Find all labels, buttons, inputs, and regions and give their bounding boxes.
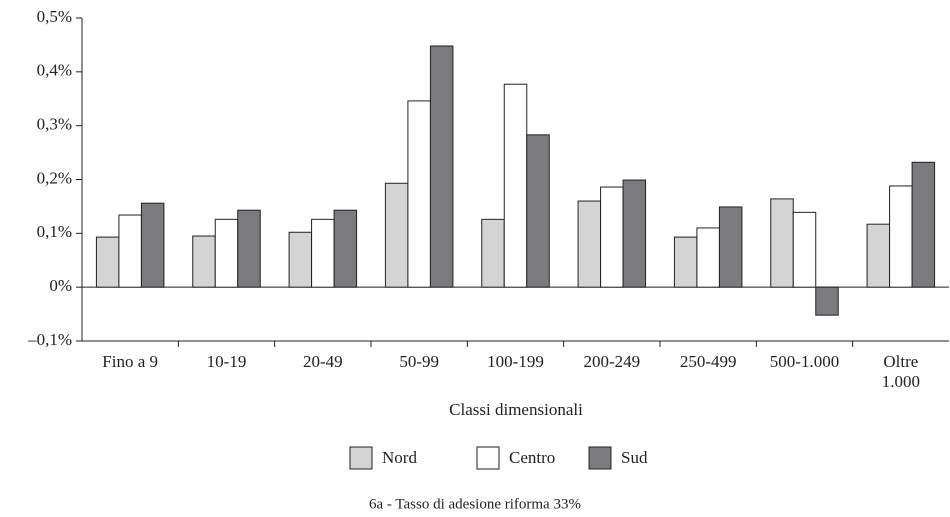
y-tick-label: 0,5%: [37, 7, 72, 26]
legend-label: Nord: [382, 448, 417, 467]
bar: [237, 209, 261, 288]
bar: [118, 214, 142, 288]
bar: [311, 218, 335, 288]
bar: [718, 206, 743, 288]
bar: [600, 186, 624, 288]
legend-swatch: [349, 446, 373, 470]
legend-swatch: [476, 446, 500, 470]
bar: [770, 198, 794, 288]
x-tick-label: 500-1.000: [770, 352, 839, 371]
x-axis-title: Classi dimensionali: [449, 400, 583, 419]
bar: [429, 45, 454, 288]
bar: [407, 100, 431, 288]
bar: [622, 179, 647, 288]
bar: [526, 134, 550, 288]
bar: [815, 286, 839, 316]
bar: [866, 223, 891, 288]
bar: [288, 231, 313, 288]
legend-label: Centro: [509, 448, 555, 467]
bar: [889, 185, 913, 288]
bar: [192, 235, 216, 288]
x-tick-label: 20-49: [303, 352, 343, 371]
caption: 6a - Tasso di adesione riforma 33%: [369, 496, 581, 512]
x-tick-label: Fino a 9: [102, 352, 158, 371]
x-tick-label: 10-19: [207, 352, 247, 371]
legend-swatch: [588, 446, 612, 470]
y-tick-label: 0,3%: [37, 115, 72, 134]
bar: [333, 209, 358, 288]
legend-label: Sud: [621, 448, 648, 467]
bar: [792, 211, 817, 288]
y-tick-label: 0%: [49, 276, 72, 295]
bar: [214, 218, 239, 288]
bar: [577, 200, 602, 288]
bar: [673, 236, 698, 288]
y-tick-label: 0,4%: [37, 61, 72, 80]
bar: [696, 227, 720, 288]
bar: [503, 83, 528, 288]
y-tick-label: –0,1%: [27, 330, 72, 349]
bar: [481, 218, 505, 288]
bar: [384, 182, 409, 288]
x-tick-label: 100-199: [487, 352, 544, 371]
bar: [95, 236, 120, 288]
x-tick-label: 200-249: [583, 352, 640, 371]
x-tick-label: 250-499: [680, 352, 737, 371]
y-tick-label: 0,2%: [37, 168, 72, 187]
y-tick-label: 0,1%: [37, 222, 72, 241]
bar: [140, 202, 165, 288]
x-tick-label: Oltre 1.000: [882, 352, 920, 391]
bar: [911, 161, 936, 288]
x-tick-label: 50-99: [399, 352, 439, 371]
